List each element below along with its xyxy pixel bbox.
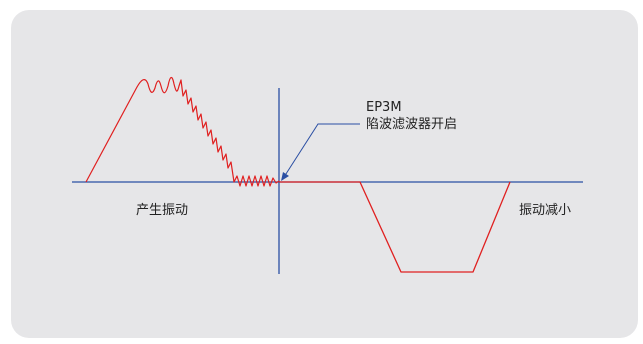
diagram-panel: [11, 10, 638, 338]
right-caption: 振动减小: [519, 203, 572, 218]
annotation-arrowhead: [281, 172, 289, 181]
annotation-line2: 陷波滤波器开启: [366, 117, 458, 132]
annotation-leader-line: [283, 123, 360, 178]
left-caption: 产生振动: [136, 203, 189, 218]
vibrating-waveform: [85, 76, 280, 187]
damped-waveform: [279, 181, 511, 273]
annotation-line1: EP3M: [366, 100, 402, 115]
